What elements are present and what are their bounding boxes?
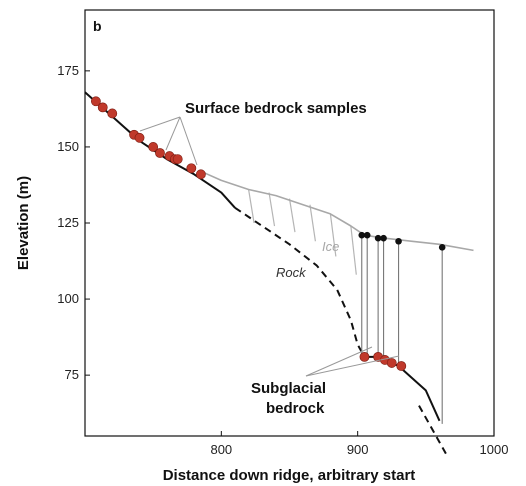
annotation-surface-samples: Surface bedrock samples xyxy=(185,100,367,117)
x-tick-label-2: 1000 xyxy=(480,442,509,457)
leader-surface-3 xyxy=(179,116,198,166)
annotation-leaders xyxy=(139,116,400,377)
subglacial-sample-point-3 xyxy=(386,358,397,368)
surface-sample-point-6 xyxy=(155,148,165,158)
borehole-lines xyxy=(358,231,446,424)
series-rock-surface-extrapolated xyxy=(418,405,448,455)
surface-sample-point-2 xyxy=(107,108,118,119)
borehole-top-marker-0 xyxy=(358,231,366,239)
crevasse-line-2 xyxy=(288,198,296,233)
y-tick-label-4: 175 xyxy=(57,63,79,78)
surface-sample-point-0 xyxy=(91,96,101,107)
x-tick-label-1: 900 xyxy=(347,442,369,457)
y-axis-label: Elevation (m) xyxy=(15,176,32,270)
leader-subglacial-2 xyxy=(305,355,400,377)
x-axis-label: Distance down ridge, arbitrary start xyxy=(163,467,416,484)
panel-letter: b xyxy=(93,18,102,34)
borehole-top-marker-3 xyxy=(380,234,387,242)
label-ice: Ice xyxy=(322,239,339,254)
surface-sample-point-9 xyxy=(172,154,183,164)
annotation-subglacial-line1: Subglacial xyxy=(251,380,326,397)
crevasse-lines xyxy=(248,189,357,275)
subglacial-sample-point-0 xyxy=(359,351,370,362)
surface-sample-point-5 xyxy=(148,142,159,152)
y-tick-label-2: 125 xyxy=(57,215,79,230)
surface-sample-point-4 xyxy=(134,132,145,143)
crevasse-line-4 xyxy=(329,213,337,257)
leader-surface-1 xyxy=(139,116,181,132)
leader-surface-2 xyxy=(165,116,181,151)
crevasse-line-5 xyxy=(350,225,357,275)
series-ice-surface xyxy=(200,170,474,252)
x-tick-label-0: 800 xyxy=(210,442,232,457)
y-tick-label-1: 100 xyxy=(57,291,79,306)
surface-sample-point-10 xyxy=(186,163,197,174)
label-rock: Rock xyxy=(276,265,307,280)
crevasse-line-1 xyxy=(268,192,276,227)
surface-sample-point-11 xyxy=(195,169,206,180)
borehole-top-marker-2 xyxy=(374,234,382,242)
borehole-top-marker-5 xyxy=(438,244,446,251)
borehole-top-marker-1 xyxy=(363,231,371,239)
annotation-subglacial-line2: bedrock xyxy=(266,400,325,417)
series-rock-surface-buried xyxy=(234,206,366,358)
crevasse-line-3 xyxy=(309,204,316,242)
axes: 800 900 1000 75 100 125 150 175 xyxy=(57,63,508,457)
sample-points xyxy=(91,96,407,371)
y-tick-label-3: 150 xyxy=(57,139,79,154)
plot-frame xyxy=(84,9,495,437)
surface-sample-point-1 xyxy=(97,102,108,113)
crevasse-line-0 xyxy=(248,189,255,224)
subglacial-sample-point-4 xyxy=(396,361,407,371)
leader-subglacial-1 xyxy=(305,346,373,377)
borehole-top-marker-4 xyxy=(395,237,402,245)
y-tick-label-0: 75 xyxy=(65,367,79,382)
